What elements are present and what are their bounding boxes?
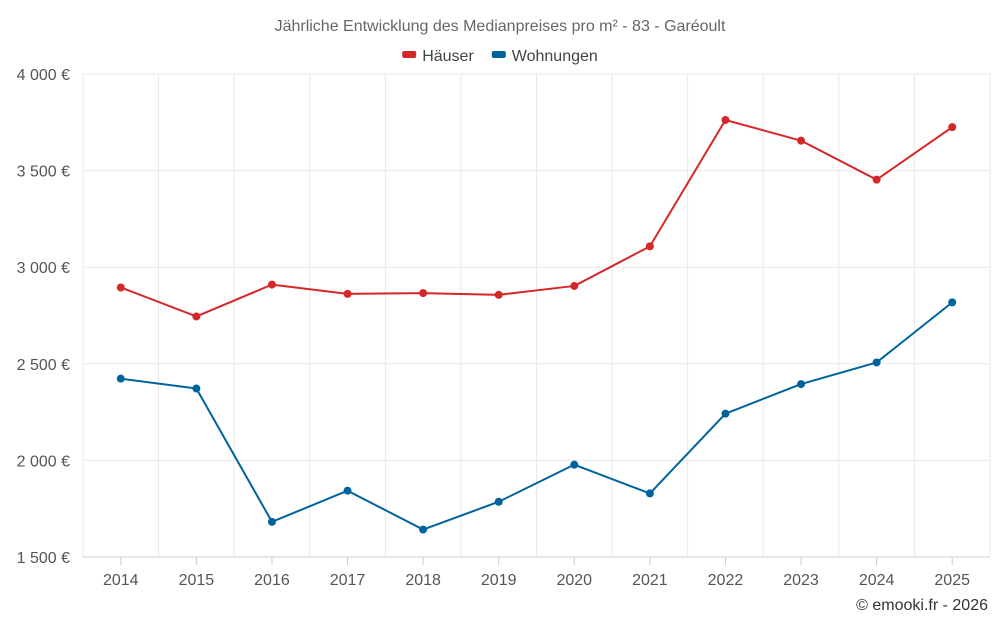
- series-line-h-user: [120, 118, 953, 318]
- x-tick-label: 2022: [708, 572, 744, 589]
- legend-swatch-wohnungen: [491, 51, 506, 58]
- data-point-h-user[interactable]: [645, 242, 654, 251]
- data-point-wohnungen[interactable]: [645, 489, 654, 498]
- data-point-wohnungen[interactable]: [872, 358, 881, 367]
- credit-text: © emooki.fr - 2026: [856, 597, 988, 614]
- legend: Häuser Wohnungen: [402, 48, 598, 65]
- data-point-wohnungen[interactable]: [419, 525, 428, 534]
- data-point-h-user[interactable]: [494, 290, 503, 299]
- data-point-h-user[interactable]: [872, 175, 881, 184]
- chart-title: Jährliche Entwicklung des Medianpreises …: [275, 18, 726, 35]
- y-tick-label: 4 000 €: [17, 67, 70, 84]
- x-tick-label: 2025: [934, 572, 970, 589]
- data-point-wohnungen[interactable]: [797, 380, 806, 389]
- series-line-wohnungen: [120, 301, 953, 531]
- data-point-h-user[interactable]: [419, 289, 428, 298]
- legend-label-h-user[interactable]: Häuser: [422, 48, 474, 65]
- x-tick-label: 2021: [632, 572, 668, 589]
- y-tick-label: 3 000 €: [17, 260, 70, 277]
- legend-label-wohnungen[interactable]: Wohnungen: [512, 48, 598, 65]
- data-point-h-user[interactable]: [948, 123, 957, 132]
- x-tick-label: 2016: [254, 572, 290, 589]
- data-point-wohnungen[interactable]: [570, 460, 579, 469]
- x-tick-label: 2014: [103, 572, 139, 589]
- y-tick-label: 1 500 €: [17, 550, 70, 567]
- x-tick-label: 2017: [330, 572, 366, 589]
- x-tick-label: 2018: [405, 572, 441, 589]
- grid: [82, 73, 991, 558]
- x-tick-label: 2020: [556, 572, 592, 589]
- data-point-h-user[interactable]: [116, 283, 125, 292]
- data-point-h-user[interactable]: [721, 115, 730, 124]
- x-tick-label: 2019: [481, 572, 517, 589]
- data-point-h-user[interactable]: [192, 312, 201, 321]
- data-point-wohnungen[interactable]: [494, 497, 503, 506]
- x-tick-label: 2015: [179, 572, 215, 589]
- data-point-h-user[interactable]: [570, 281, 579, 290]
- data-point-h-user[interactable]: [797, 136, 806, 145]
- data-point-wohnungen[interactable]: [267, 517, 276, 526]
- data-point-wohnungen[interactable]: [343, 486, 352, 495]
- series-layer: [116, 115, 957, 534]
- y-tick-label: 2 500 €: [17, 357, 70, 374]
- y-tick-label: 3 500 €: [17, 164, 70, 181]
- x-tick-label: 2024: [859, 572, 895, 589]
- y-tick-label: 2 000 €: [17, 453, 70, 470]
- data-point-wohnungen[interactable]: [948, 298, 957, 307]
- data-point-h-user[interactable]: [343, 289, 352, 298]
- x-tick-label: 2023: [783, 572, 819, 589]
- axes: 1 500 € 2 000 € 2 500 € 3 000 € 3 500 € 4 000…: [17, 67, 990, 589]
- legend-swatch-h-user: [402, 51, 417, 58]
- data-point-wohnungen[interactable]: [116, 374, 125, 383]
- data-point-wohnungen[interactable]: [192, 384, 201, 393]
- data-point-wohnungen[interactable]: [721, 409, 730, 418]
- data-point-h-user[interactable]: [267, 280, 276, 289]
